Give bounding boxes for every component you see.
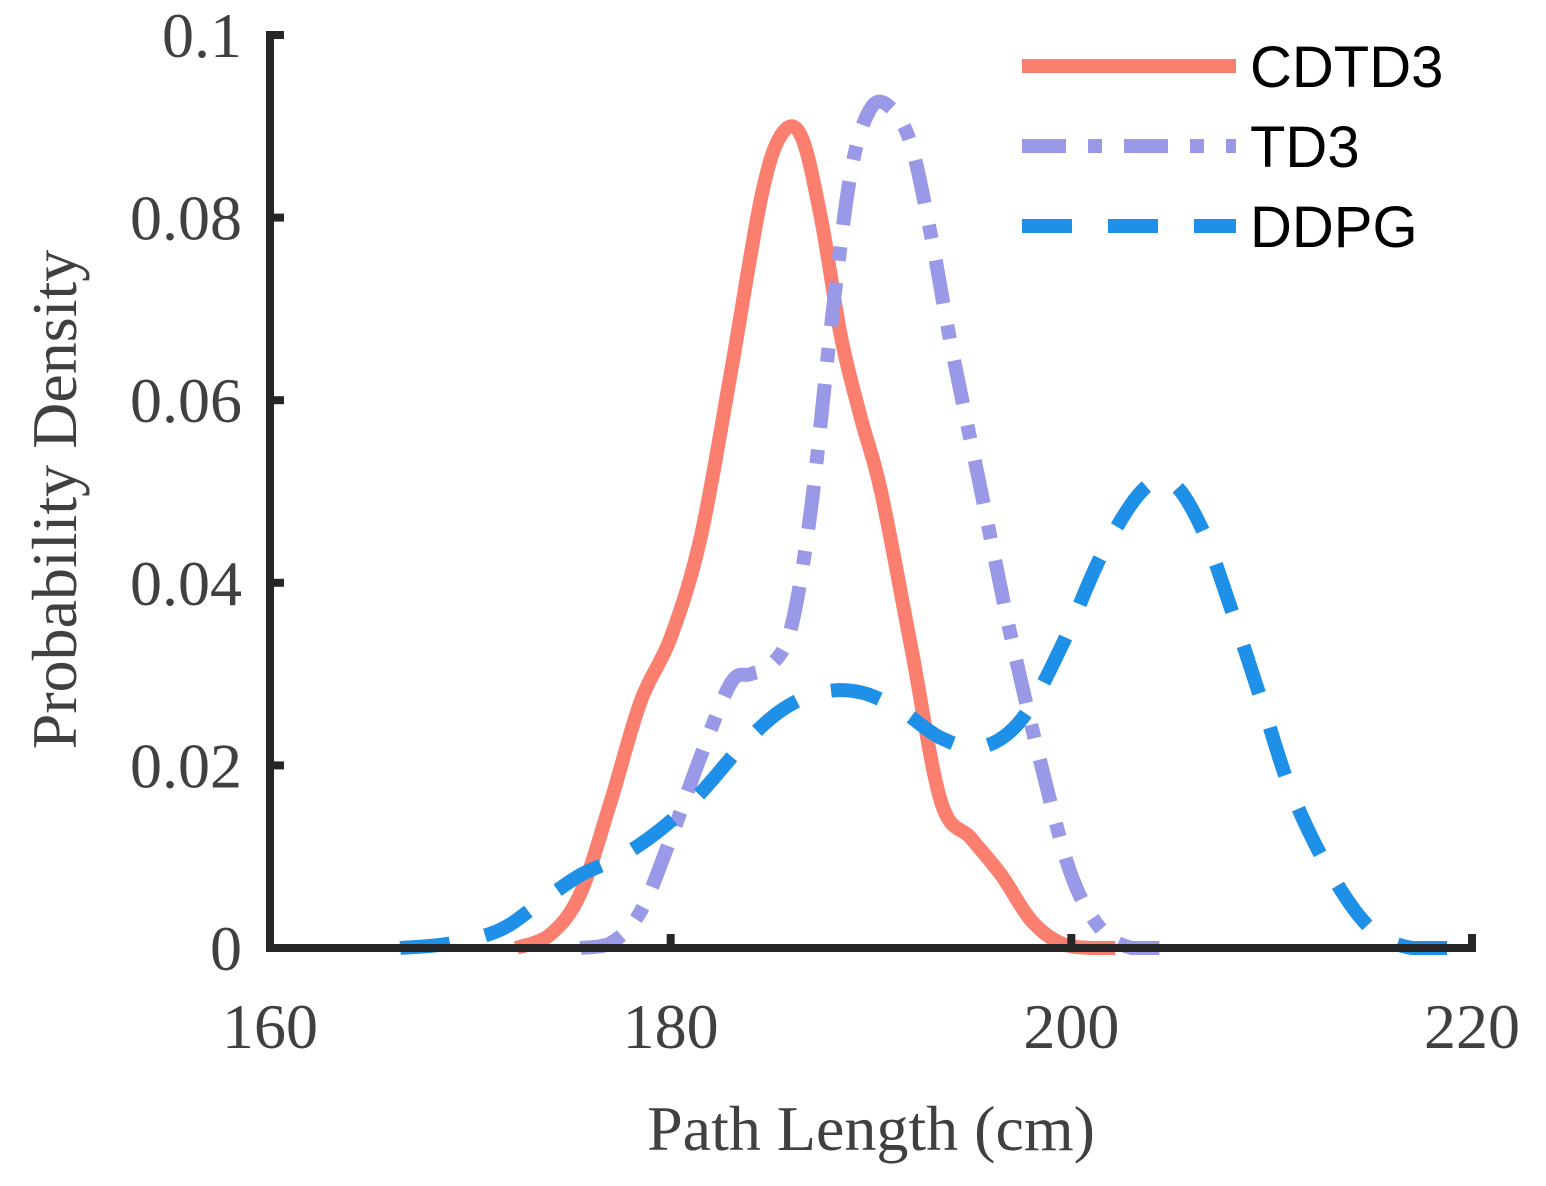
y-tick-label: 0.06	[130, 365, 242, 436]
series-line-td3	[579, 94, 1160, 955]
legend: CDTD3 TD3 DDPG	[1022, 35, 1443, 260]
y-tick-label: 0.02	[130, 730, 242, 801]
legend-label-td3: TD3	[1250, 115, 1360, 180]
x-tick-label: 160	[222, 991, 318, 1062]
y-tick-label: 0.04	[130, 548, 242, 619]
x-tick-label: 220	[1424, 991, 1520, 1062]
legend-label-cdtd3: CDTD3	[1250, 35, 1443, 100]
y-tick-label: 0.08	[130, 183, 242, 254]
x-tick-label: 200	[1023, 991, 1119, 1062]
series-line-cdtd3	[513, 119, 1116, 955]
y-tick-label: 0	[210, 913, 242, 984]
y-tick-label: 0.1	[162, 0, 242, 71]
series-layer	[399, 94, 1462, 955]
legend-label-ddpg: DDPG	[1250, 195, 1418, 260]
axis-layer: 160 180 200 220 0 0.02 0.04 0.06 0.08 0.1	[130, 0, 1520, 1062]
series-line-ddpg	[399, 472, 1462, 955]
x-axis-label: Path Length (cm)	[647, 1093, 1095, 1164]
x-tick-label: 180	[623, 991, 719, 1062]
y-axis-label: Probability Density	[19, 250, 90, 750]
